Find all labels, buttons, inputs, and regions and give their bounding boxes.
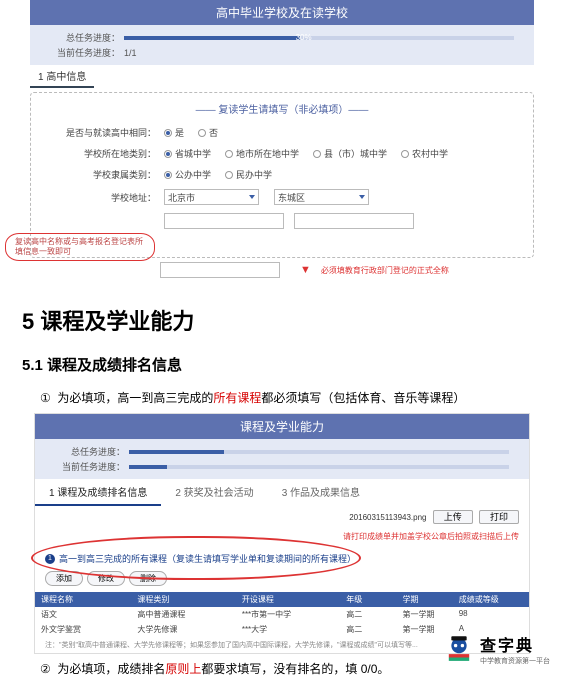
logo-subtext: 中学教育资源第一平台 [480, 656, 550, 666]
progress: 总任务进度： 30% 当前任务进度： 1/1 [30, 25, 534, 65]
logo-text: 查字典 [480, 632, 550, 656]
radio-no[interactable]: 否 [198, 126, 218, 139]
edit-button[interactable]: 修改 [87, 571, 125, 586]
bullet-1: ① 为必填项，高一到高三完成的所有课程都必须填写（包括体育、音乐等课程） [40, 389, 564, 407]
radio-public[interactable]: 公办中学 [164, 168, 211, 181]
arrow-icon: ▼ [300, 264, 311, 276]
mascot-icon [442, 632, 476, 666]
radio-loc2[interactable]: 地市所在地中学 [225, 147, 299, 160]
progress2: 总任务进度： 当前任务进度： [35, 439, 529, 479]
uploaded-filename: 20160315113943.png [349, 513, 426, 522]
curr-label: 当前任务进度： [50, 46, 120, 59]
annotation-text-1: 复读高中名称或与高考报名登记表所填信息一致即可 [15, 237, 145, 257]
delete-button[interactable]: 删除 [129, 571, 167, 586]
panel2-title: 课程及学业能力 [35, 414, 529, 439]
radio-loc3[interactable]: 县（市）城中学 [313, 147, 387, 160]
radio-private[interactable]: 民办中学 [225, 168, 272, 181]
course-panel: 课程及学业能力 总任务进度： 当前任务进度： 1 课程及成绩排名信息 2 获奖及… [34, 413, 530, 654]
brand-logo: 查字典 中学教育资源第一平台 [442, 632, 550, 666]
select-district[interactable]: 东城区 [274, 189, 369, 205]
curr-val: 1/1 [124, 48, 137, 58]
field-location-type: 学校所在地类别： 省城中学 地市所在地中学 县（市）城中学 农村中学 [41, 147, 523, 160]
course-section-title: 1高一到高三完成的所有课程（复读生请填写学业单和复读期间的所有课程） [45, 552, 519, 565]
heading-5: 5 课程及学业能力 [22, 304, 564, 336]
input-official[interactable] [160, 262, 280, 278]
field-address: 学校地址： 北京市 东城区 [41, 189, 523, 205]
select-province[interactable]: 北京市 [164, 189, 259, 205]
tabs: 1 课程及成绩排名信息 2 获奖及社会活动 3 作品及成果信息 [35, 479, 529, 506]
overall-label: 总任务进度： [50, 31, 120, 44]
print-button[interactable]: 打印 [479, 510, 519, 524]
tab-gaozhong[interactable]: 1 高中信息 [30, 65, 94, 88]
field-belong-type: 学校隶属类别： 公办中学 民办中学 [41, 168, 523, 181]
upload-button[interactable]: 上传 [433, 510, 473, 524]
radio-yes[interactable]: 是 [164, 126, 184, 139]
upload-warning: 请打印成绩单并加盖学校公章后拍照或扫描后上传 [343, 531, 519, 542]
group-title: —— 复读学生请填写（非必填项）—— [41, 101, 523, 116]
input-school2[interactable] [294, 213, 414, 229]
input-school1[interactable] [164, 213, 284, 229]
tab-awards[interactable]: 2 获奖及社会活动 [161, 479, 267, 506]
tab-works[interactable]: 3 作品及成果信息 [268, 479, 374, 506]
below-note: ▼ 必须填教育行政部门登记的正式全称 [160, 262, 534, 278]
overall-bar: 30% [124, 36, 514, 40]
tab-courses[interactable]: 1 课程及成绩排名信息 [35, 479, 161, 506]
radio-loc1[interactable]: 省城中学 [164, 147, 211, 160]
panel1-title: 高中毕业学校及在读学校 [30, 0, 534, 25]
field-same-school: 是否与就读高中相同： 是 否 [41, 126, 523, 139]
heading-5-1: 5.1 课程及成绩排名信息 [22, 354, 564, 375]
upload-row: 20160315113943.png 上传 打印 [35, 506, 529, 527]
radio-loc4[interactable]: 农村中学 [401, 147, 448, 160]
official-name-warning: 必须填教育行政部门登记的正式全称 [321, 265, 449, 276]
field-schoolname-row [41, 213, 523, 229]
table-header: 课程名称课程类别开设课程年级学期成绩或等级 [35, 592, 529, 607]
repeat-student-group: —— 复读学生请填写（非必填项）—— 是否与就读高中相同： 是 否 学校所在地类… [30, 92, 534, 258]
table-row[interactable]: 语文高中普通课程***市第一中学高二第一学期98 [35, 607, 529, 622]
add-button[interactable]: 添加 [45, 571, 83, 586]
